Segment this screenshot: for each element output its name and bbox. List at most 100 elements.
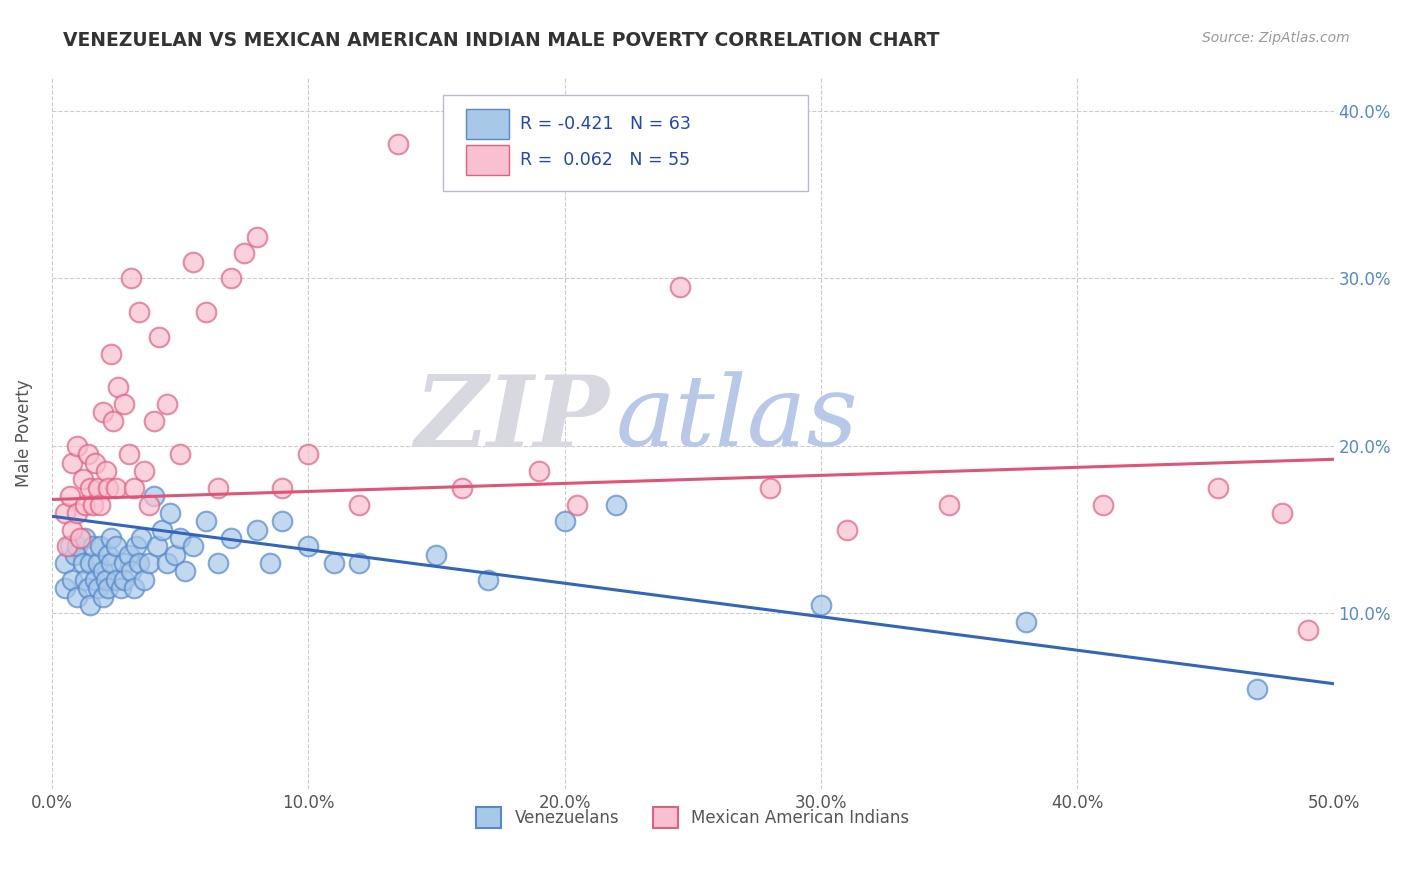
Point xyxy=(159,506,181,520)
Point xyxy=(60,523,83,537)
Point xyxy=(97,481,120,495)
Point xyxy=(758,481,780,495)
Point xyxy=(84,456,107,470)
Point xyxy=(138,498,160,512)
Point xyxy=(349,498,371,512)
Point xyxy=(143,414,166,428)
Point xyxy=(66,439,89,453)
Point xyxy=(60,573,83,587)
Text: R =  0.062   N = 55: R = 0.062 N = 55 xyxy=(520,151,690,169)
Point xyxy=(53,581,76,595)
Point xyxy=(125,540,148,554)
Text: R = -0.421   N = 63: R = -0.421 N = 63 xyxy=(520,115,690,134)
Point xyxy=(181,540,204,554)
Point xyxy=(233,246,256,260)
Point xyxy=(100,531,122,545)
Point xyxy=(132,573,155,587)
Point xyxy=(425,548,447,562)
Point xyxy=(194,305,217,319)
Point xyxy=(120,271,142,285)
Point xyxy=(112,573,135,587)
Point xyxy=(100,556,122,570)
Point xyxy=(69,531,91,545)
Y-axis label: Male Poverty: Male Poverty xyxy=(15,379,32,487)
Point xyxy=(163,548,186,562)
Point xyxy=(76,581,98,595)
Point xyxy=(297,540,319,554)
Point xyxy=(128,305,150,319)
Legend: Venezuelans, Mexican American Indians: Venezuelans, Mexican American Indians xyxy=(470,801,915,834)
Point xyxy=(527,464,550,478)
Point xyxy=(100,347,122,361)
Point xyxy=(60,456,83,470)
Point xyxy=(79,481,101,495)
Point xyxy=(53,506,76,520)
Point xyxy=(87,556,110,570)
Point xyxy=(810,598,832,612)
Point xyxy=(76,447,98,461)
Point xyxy=(271,514,294,528)
Point xyxy=(66,590,89,604)
Point xyxy=(128,556,150,570)
Point xyxy=(553,514,575,528)
Point xyxy=(132,464,155,478)
Point xyxy=(75,498,97,512)
Point xyxy=(112,397,135,411)
Point xyxy=(207,481,229,495)
Point xyxy=(297,447,319,461)
Point xyxy=(120,565,142,579)
Point xyxy=(72,472,94,486)
Point xyxy=(122,481,145,495)
Point xyxy=(174,565,197,579)
Point xyxy=(66,506,89,520)
Point xyxy=(146,540,169,554)
Text: ZIP: ZIP xyxy=(415,371,609,467)
FancyBboxPatch shape xyxy=(443,95,808,191)
Point xyxy=(97,581,120,595)
Point xyxy=(87,481,110,495)
Point xyxy=(451,481,474,495)
Point xyxy=(89,540,111,554)
Point xyxy=(169,531,191,545)
Point xyxy=(103,414,125,428)
Point xyxy=(107,380,129,394)
Text: VENEZUELAN VS MEXICAN AMERICAN INDIAN MALE POVERTY CORRELATION CHART: VENEZUELAN VS MEXICAN AMERICAN INDIAN MA… xyxy=(63,31,939,50)
Text: atlas: atlas xyxy=(616,371,859,467)
Point xyxy=(89,498,111,512)
Point xyxy=(82,540,104,554)
Point xyxy=(91,590,114,604)
Point xyxy=(91,565,114,579)
Point xyxy=(259,556,281,570)
Point xyxy=(131,531,153,545)
Point xyxy=(79,556,101,570)
Point xyxy=(143,489,166,503)
Point xyxy=(387,137,409,152)
Point xyxy=(246,229,269,244)
Point xyxy=(938,498,960,512)
Point xyxy=(148,330,170,344)
Text: Source: ZipAtlas.com: Source: ZipAtlas.com xyxy=(1202,31,1350,45)
Point xyxy=(94,573,117,587)
Point xyxy=(104,573,127,587)
Point xyxy=(97,548,120,562)
Point xyxy=(1015,615,1038,629)
Point xyxy=(271,481,294,495)
Point xyxy=(79,598,101,612)
Point xyxy=(63,548,86,562)
Point xyxy=(669,280,692,294)
Point xyxy=(219,531,242,545)
Point xyxy=(75,573,97,587)
Point xyxy=(1206,481,1229,495)
FancyBboxPatch shape xyxy=(465,145,509,175)
Point xyxy=(138,556,160,570)
Point xyxy=(94,464,117,478)
Point xyxy=(322,556,344,570)
Point xyxy=(82,498,104,512)
Point xyxy=(118,447,141,461)
Point xyxy=(91,405,114,419)
Point xyxy=(219,271,242,285)
Point xyxy=(156,556,179,570)
Point xyxy=(150,523,173,537)
Point xyxy=(84,573,107,587)
Point xyxy=(567,498,589,512)
